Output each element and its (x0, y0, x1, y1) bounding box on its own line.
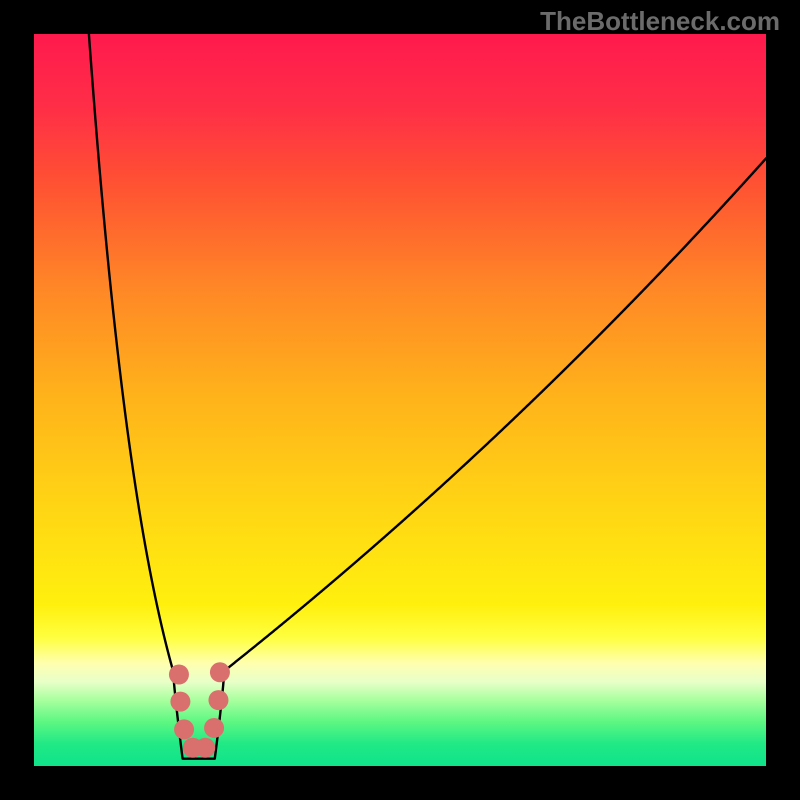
marker-point (204, 718, 224, 738)
marker-point (170, 692, 190, 712)
marker-point (210, 662, 230, 682)
bottleneck-curve (34, 34, 766, 766)
curve-path (89, 34, 766, 759)
marker-point (195, 738, 215, 758)
watermark-text: TheBottleneck.com (540, 6, 780, 37)
marker-point (208, 690, 228, 710)
marker-point (169, 665, 189, 685)
chart-canvas: TheBottleneck.com (0, 0, 800, 800)
plot-area (34, 34, 766, 766)
marker-point (174, 719, 194, 739)
